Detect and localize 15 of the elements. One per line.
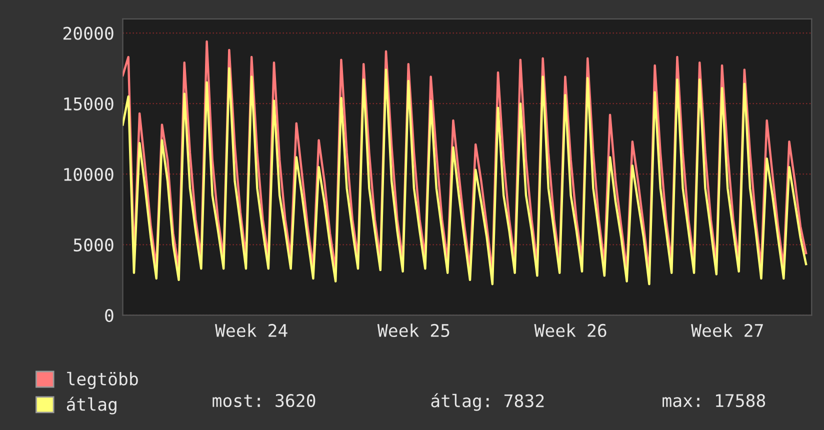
- y-tick-label: 0: [105, 308, 114, 322]
- x-tick-label: Week 26: [534, 324, 606, 338]
- y-tick-label: 15000: [64, 97, 114, 110]
- x-tick-label: Week 24: [215, 324, 288, 338]
- y-tick-label: 20000: [63, 26, 114, 40]
- x-tick-label: Week 27: [691, 324, 763, 338]
- y-tick-label: 10000: [64, 168, 114, 181]
- y-tick-label: 5000: [74, 238, 114, 252]
- text: átlag: 7832: [431, 393, 544, 411]
- text: most: 3620: [212, 394, 316, 408]
- legend-label: átlag: [66, 396, 116, 414]
- text: max: 17588: [662, 394, 766, 408]
- line-series: [122, 67, 808, 286]
- x-tick-label: Week 25: [377, 324, 450, 338]
- legend-label: legtöbb: [67, 372, 138, 389]
